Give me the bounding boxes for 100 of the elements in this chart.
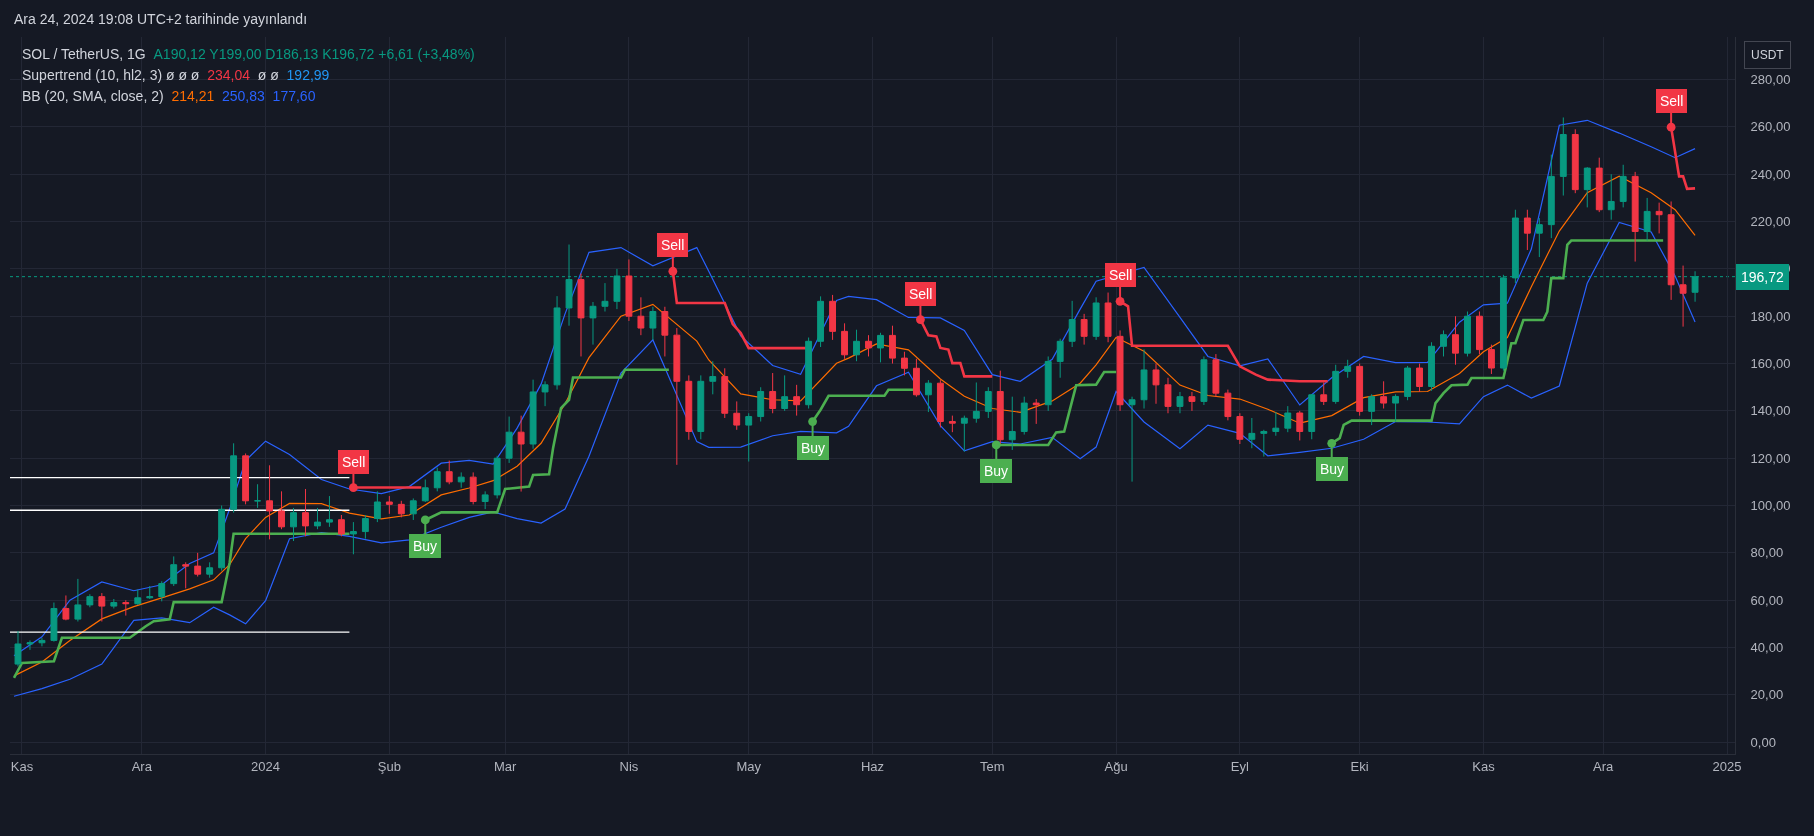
- x-tick-label: Tem: [980, 758, 1005, 774]
- y-tick-label: 240,00: [1750, 166, 1791, 182]
- point: [349, 483, 358, 492]
- candlestick: [745, 412, 753, 463]
- candlestick: [218, 505, 226, 572]
- candlestick: [194, 552, 202, 578]
- candlestick: [1128, 396, 1136, 483]
- text: SOL / TetherUS, 1G: [22, 46, 146, 62]
- x-tick-label: Şub: [377, 758, 401, 774]
- candlestick: [290, 507, 297, 542]
- candlestick: [1452, 315, 1459, 366]
- candlestick: [1679, 265, 1687, 328]
- candlestick: [721, 367, 729, 419]
- candlestick: [1332, 364, 1340, 405]
- candlestick: [661, 306, 669, 357]
- candlestick: [781, 374, 789, 412]
- candlestick: [817, 295, 825, 348]
- candlestick: [397, 500, 405, 518]
- candlestick: [1583, 166, 1591, 208]
- x-tick-label: Ağu: [1104, 758, 1128, 774]
- point: [1666, 122, 1676, 132]
- candlestick: [505, 416, 513, 464]
- candlestick: [1236, 412, 1244, 445]
- annotation: BB (20, SMA, close, 2): [22, 88, 164, 104]
- candlestick: [877, 332, 884, 363]
- candlestick: [206, 561, 214, 579]
- x-tick-label: 2025: [1712, 758, 1742, 774]
- candlestick: [996, 370, 1004, 445]
- y-tick-label: 180,00: [1750, 308, 1791, 324]
- candlestick: [1655, 202, 1663, 234]
- candlestick: [685, 374, 693, 441]
- candlestick: [948, 415, 956, 433]
- candlestick: [1272, 411, 1280, 437]
- candlestick: [1607, 173, 1615, 221]
- candlestick: [481, 490, 489, 510]
- candlestick: [901, 351, 908, 376]
- candlestick: [254, 483, 261, 509]
- candlestick: [1404, 365, 1411, 401]
- candlestick: [1068, 300, 1076, 348]
- annotation: Buy: [1320, 461, 1345, 477]
- point: [808, 417, 817, 426]
- candlestick: [829, 294, 836, 341]
- candlestick: [1176, 391, 1184, 414]
- annotation: 177,60: [272, 88, 316, 104]
- x-tick-label: May: [736, 758, 762, 774]
- candlestick: [134, 589, 142, 606]
- candlestick: [314, 507, 321, 530]
- annotation: 250,83: [222, 88, 266, 104]
- annotation: Buy: [413, 538, 438, 554]
- candlestick: [1020, 396, 1028, 436]
- candlestick: [1667, 200, 1675, 301]
- annotation: 234,04: [207, 67, 251, 83]
- candlestick: [469, 471, 477, 505]
- candlestick: [146, 585, 154, 600]
- candlestick: [409, 497, 417, 521]
- candlestick: [1559, 116, 1567, 197]
- candlestick: [349, 521, 357, 555]
- candlestick: [1643, 197, 1651, 241]
- candlestick: [1356, 363, 1364, 417]
- point: [1327, 438, 1337, 448]
- candlestick: [1392, 393, 1400, 423]
- annotation: Sell: [661, 237, 685, 253]
- candlestick: [122, 599, 130, 617]
- candlestick: [242, 452, 250, 505]
- candlestick: [529, 379, 537, 450]
- x-tick-label: Mar: [493, 758, 517, 774]
- candlestick: [1476, 311, 1483, 355]
- annotation: Buy: [984, 463, 1009, 479]
- y-tick-label: 20,00: [1750, 687, 1784, 703]
- candlestick: [1308, 393, 1316, 440]
- candlestick: [361, 514, 369, 540]
- candlestick: [853, 329, 860, 362]
- candlestick: [1140, 348, 1148, 410]
- candlestick: [26, 639, 34, 651]
- candlestick: [302, 488, 309, 537]
- annotation: 192,99: [286, 67, 330, 83]
- candlestick: [98, 592, 106, 622]
- annotation: Sell: [909, 286, 933, 302]
- y-tick-label: 160,00: [1750, 356, 1791, 372]
- candlestick: [74, 578, 82, 622]
- candlestick: [601, 282, 609, 312]
- annotation: ø ø: [257, 67, 280, 83]
- candlestick: [385, 495, 393, 515]
- candlestick: [230, 442, 238, 514]
- candlestick: [1380, 380, 1388, 410]
- candlestick: [793, 384, 801, 417]
- candlestick: [182, 561, 190, 589]
- candlestick: [433, 467, 441, 492]
- candlestick: [1535, 217, 1543, 258]
- y-tick-label: 60,00: [1750, 592, 1784, 608]
- candlestick: [1260, 429, 1268, 458]
- candlestick: [625, 258, 633, 322]
- candlestick: [373, 490, 381, 523]
- candlestick: [649, 306, 657, 341]
- candlestick: [1164, 377, 1172, 414]
- x-tick-label: Eyl: [1230, 758, 1249, 774]
- candlestick: [14, 630, 22, 667]
- point: [420, 515, 430, 525]
- candlestick: [1547, 154, 1555, 239]
- candlestick: [757, 386, 765, 423]
